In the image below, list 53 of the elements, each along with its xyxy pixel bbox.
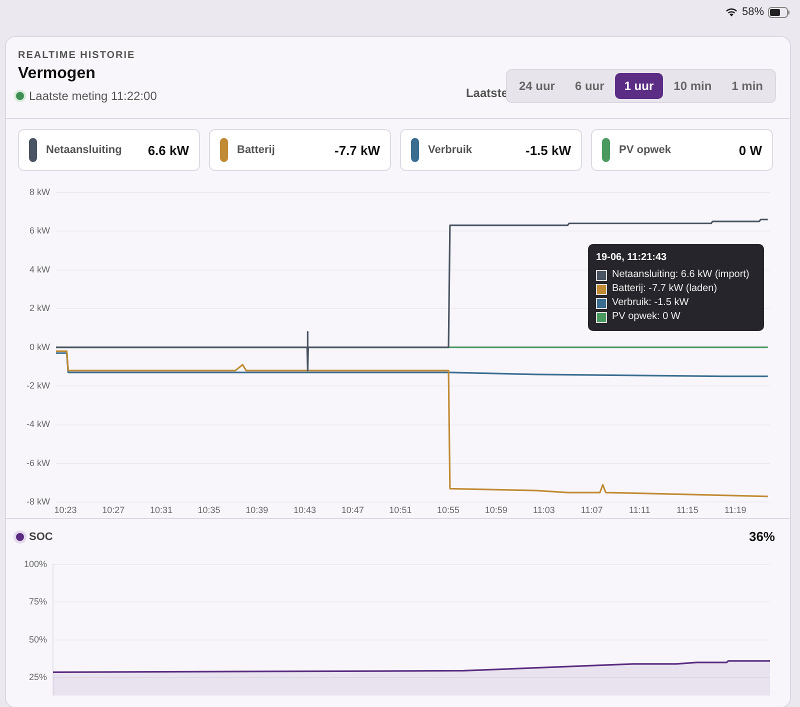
x-tick-label: 10:55 bbox=[437, 505, 460, 516]
y-tick-label: 6 kW bbox=[29, 226, 50, 236]
legend-label: SOC bbox=[29, 531, 53, 543]
legend-label: Verbruik bbox=[428, 144, 474, 156]
y-tick-label: 25% bbox=[28, 672, 47, 682]
y-tick-label: 4 kW bbox=[29, 264, 50, 274]
annotation: Netaansluiting: 6.6 kW (import) bbox=[612, 268, 750, 282]
text: Laatste meting 11:22:00 bbox=[29, 89, 157, 103]
y-tick-label: 0 kW bbox=[29, 342, 50, 352]
legend-label: PV opwek bbox=[619, 144, 672, 156]
y-tick-label: -6 kW bbox=[26, 458, 51, 468]
y-tick-label: -8 kW bbox=[26, 496, 51, 507]
x-tick-label: 11:07 bbox=[580, 505, 603, 516]
chart-subtitle: REALTIME HISTORIE bbox=[18, 50, 136, 61]
text: 0 W bbox=[738, 142, 762, 158]
annotation: 19-06, 11:21:43 bbox=[596, 251, 668, 266]
legend-label: Batterij bbox=[237, 144, 276, 156]
y-tick-label: 100% bbox=[24, 558, 47, 569]
y-tick-label: 50% bbox=[28, 634, 47, 644]
y-tick-label: 8 kW bbox=[29, 186, 50, 197]
range-button[interactable]: 1 min bbox=[722, 73, 772, 99]
text: -1.5 kW bbox=[525, 142, 571, 158]
x-tick-label: 10:23 bbox=[54, 505, 77, 516]
x-tick-label: 11:19 bbox=[724, 505, 746, 516]
legend-label: Netaansluiting bbox=[46, 144, 123, 156]
annotation: Verbruik: -1.5 kW bbox=[612, 296, 689, 310]
text: 58% bbox=[742, 6, 764, 18]
range-button[interactable]: 6 uur bbox=[566, 73, 614, 99]
x-tick-label: 10:43 bbox=[294, 505, 316, 516]
x-tick-label: 10:27 bbox=[102, 505, 125, 516]
x-tick-label: 11:03 bbox=[533, 505, 555, 516]
x-tick-label: 10:39 bbox=[246, 505, 268, 516]
range-button[interactable]: 24 uur bbox=[510, 73, 564, 99]
text: 6.6 kW bbox=[148, 142, 189, 158]
x-tick-label: 10:51 bbox=[389, 505, 412, 516]
x-tick-label: 10:35 bbox=[198, 505, 220, 516]
x-tick-label: 11:11 bbox=[629, 505, 650, 516]
x-tick-label: 11:15 bbox=[676, 505, 698, 516]
annotation: PV opwek: 0 W bbox=[612, 310, 680, 324]
y-tick-label: -2 kW bbox=[26, 380, 51, 391]
annotation: Batterij: -7.7 kW (laden) bbox=[612, 282, 718, 296]
y-tick-label: 75% bbox=[28, 596, 47, 607]
text: Laatste bbox=[466, 86, 508, 100]
x-tick-label: 10:47 bbox=[341, 505, 364, 516]
x-tick-label: 10:59 bbox=[484, 505, 508, 516]
range-button[interactable]: 1 uur bbox=[615, 73, 663, 99]
chart-title: Vermogen bbox=[18, 65, 96, 83]
x-tick-label: 10:31 bbox=[150, 505, 173, 516]
text: -7.7 kW bbox=[334, 142, 380, 158]
range-button[interactable]: 10 min bbox=[664, 73, 721, 99]
text: 36% bbox=[748, 529, 775, 544]
y-tick-label: -4 kW bbox=[26, 419, 51, 430]
y-tick-label: 2 kW bbox=[29, 303, 50, 314]
